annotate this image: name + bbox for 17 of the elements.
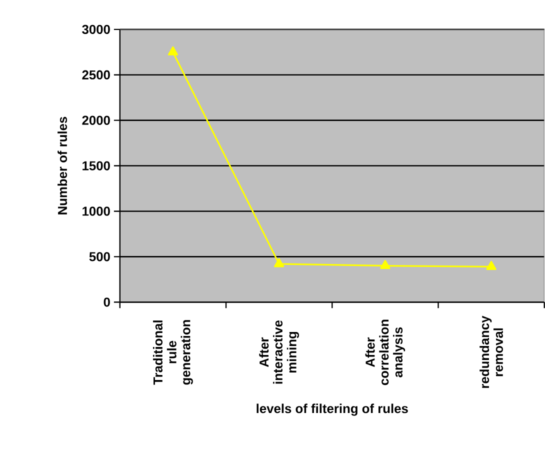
- y-tick-label: 500: [89, 252, 110, 262]
- y-tick-label: 2000: [82, 116, 110, 125]
- x-axis-title: levels of filtering of rules: [256, 404, 408, 416]
- x-tick-label: redundancy removal: [480, 316, 503, 388]
- point: [274, 258, 284, 268]
- y-tick-label: 1000: [82, 206, 110, 216]
- y-axis-title: Number of rules: [58, 116, 68, 214]
- point: [168, 46, 178, 56]
- y-tick-label: 2500: [82, 70, 110, 80]
- y-tick-label: 1500: [82, 161, 110, 170]
- y-tick-label: 3000: [82, 24, 110, 34]
- x-tick-label: After interactive mining: [259, 320, 300, 384]
- point: [486, 260, 496, 270]
- x-tick-label: After correlation analysis: [365, 320, 406, 385]
- x-tick-label: Traditional rule generation: [153, 320, 193, 385]
- y-tick-label: 0: [104, 298, 110, 307]
- point: [380, 260, 390, 269]
